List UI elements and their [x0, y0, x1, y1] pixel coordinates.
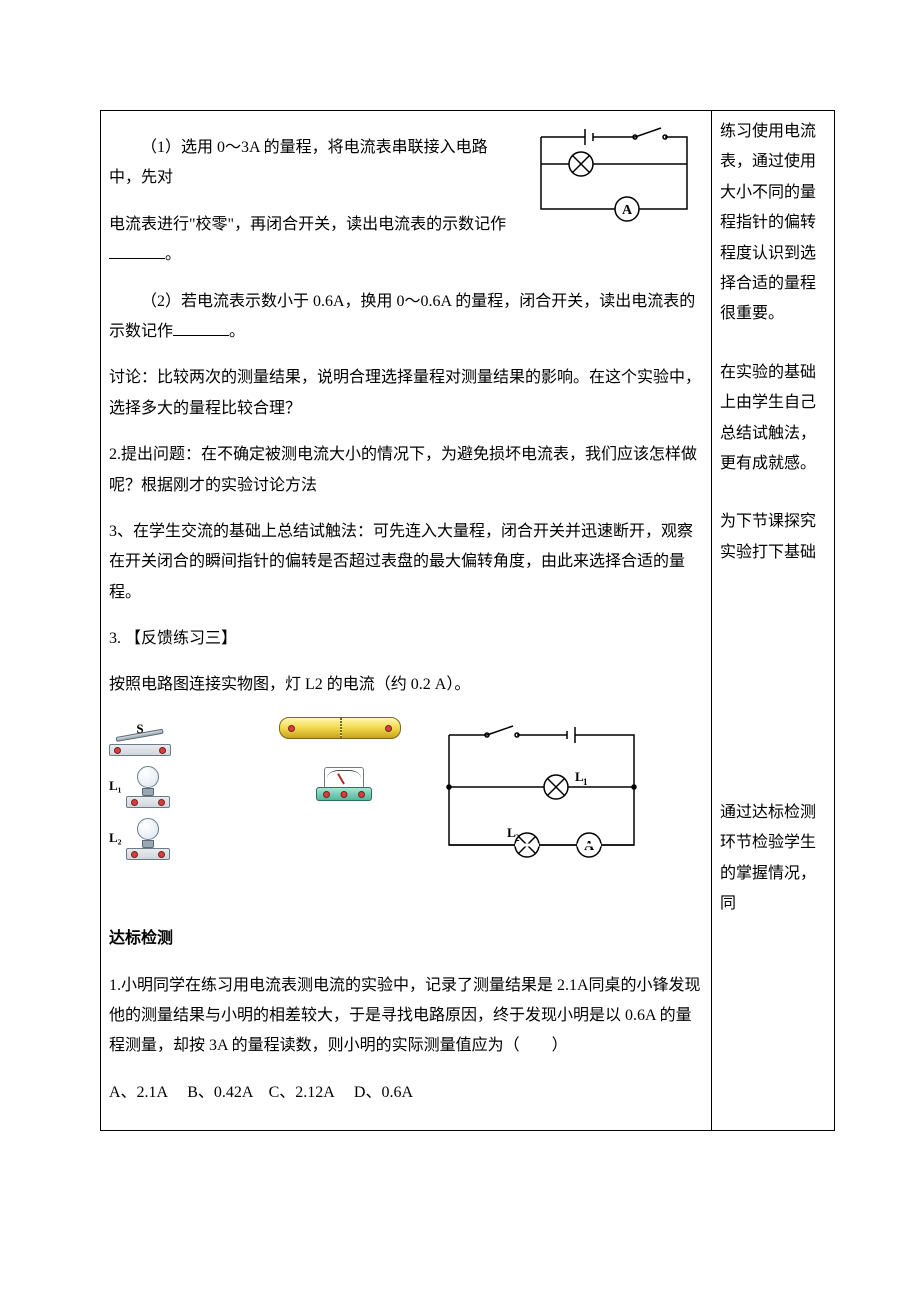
component-bulb-l2: L₂: [109, 818, 259, 860]
side-note-4: 通过达标检测环节检验学生的掌握情况，同: [720, 798, 826, 920]
test-q1: 1.小明同学在练习用电流表测电流的实验中，记录了测量结果是 2.1A同桌的小锋发…: [109, 971, 703, 1062]
step1-end: 。: [165, 246, 181, 263]
svg-text:1: 1: [583, 777, 588, 787]
physical-components: S L₁ L₂: [109, 717, 259, 860]
diagram-row: S L₁ L₂: [109, 717, 703, 878]
bulb-icon: [137, 818, 159, 840]
circuit-diagram-1: A: [523, 119, 703, 235]
side-note-3: 为下节课探究实验打下基础: [720, 507, 826, 568]
test-options: A、2.1A B、0.42A C、2.12A D、0.6A: [109, 1078, 703, 1108]
component-battery: [279, 717, 409, 739]
svg-text:2: 2: [515, 833, 520, 843]
side-note-1: 练习使用电流表，通过使用大小不同的量程指针的偏转程度认识到选择合适的量程很重要。: [720, 117, 826, 330]
blank-2: [173, 319, 229, 336]
l1-label: L₁: [109, 774, 122, 799]
l2-label: L₂: [109, 826, 122, 851]
side-column: 练习使用电流表，通过使用大小不同的量程指针的偏转程度认识到选择合适的量程很重要。…: [712, 111, 835, 1131]
physical-components-2: [279, 717, 409, 801]
bulb-icon: [137, 766, 159, 788]
step2-end: 。: [229, 323, 245, 340]
page: A （1）选用 0～3A 的量程，将电流表串联接入电路中，先对 电流表进行"校零…: [0, 0, 920, 1302]
q3: 3、在学生交流的基础上总结试触法：可先连入大量程，闭合开关并迅速断开，观察在开关…: [109, 517, 703, 608]
spacer: [109, 894, 703, 908]
step1-mid: 电流表进行"校零"，再闭合开关，读出电流表的示数记作: [109, 216, 506, 233]
feedback-desc: 按照电路图连接实物图，灯 L2 的电流（约 0.2 A）。: [109, 670, 703, 700]
q2: 2.提出问题：在不确定被测电流大小的情况下，为避免损坏电流表，我们应该怎样做呢？…: [109, 440, 703, 501]
main-column: A （1）选用 0～3A 的量程，将电流表串联接入电路中，先对 电流表进行"校零…: [101, 111, 712, 1131]
ammeter-icon: [316, 767, 372, 801]
series-circuit-svg: A: [523, 119, 703, 224]
battery-icon: [279, 717, 401, 739]
parallel-circuit-svg: L 1 L 2 A: [429, 717, 654, 867]
feedback-title: 3. 【反馈练习三】: [109, 624, 703, 654]
component-switch: S: [109, 717, 259, 756]
circuit-diagram-2: L 1 L 2 A: [429, 717, 654, 878]
side-note-2: 在实验的基础上由学生自己总结试触法，更有成就感。: [720, 358, 826, 480]
component-bulb-l1: L₁: [109, 766, 259, 808]
svg-text:A: A: [622, 203, 633, 218]
component-ammeter: [279, 767, 409, 801]
content-table: A （1）选用 0～3A 的量程，将电流表串联接入电路中，先对 电流表进行"校零…: [100, 110, 835, 1131]
step2: （2）若电流表示数小于 0.6A，换用 0～0.6A 的量程，闭合开关，读出电流…: [109, 287, 703, 348]
test-title: 达标检测: [109, 924, 703, 954]
discussion: 讨论：比较两次的测量结果，说明合理选择量程对测量结果的影响。在这个实验中，选择多…: [109, 363, 703, 424]
blank-1: [109, 242, 165, 259]
